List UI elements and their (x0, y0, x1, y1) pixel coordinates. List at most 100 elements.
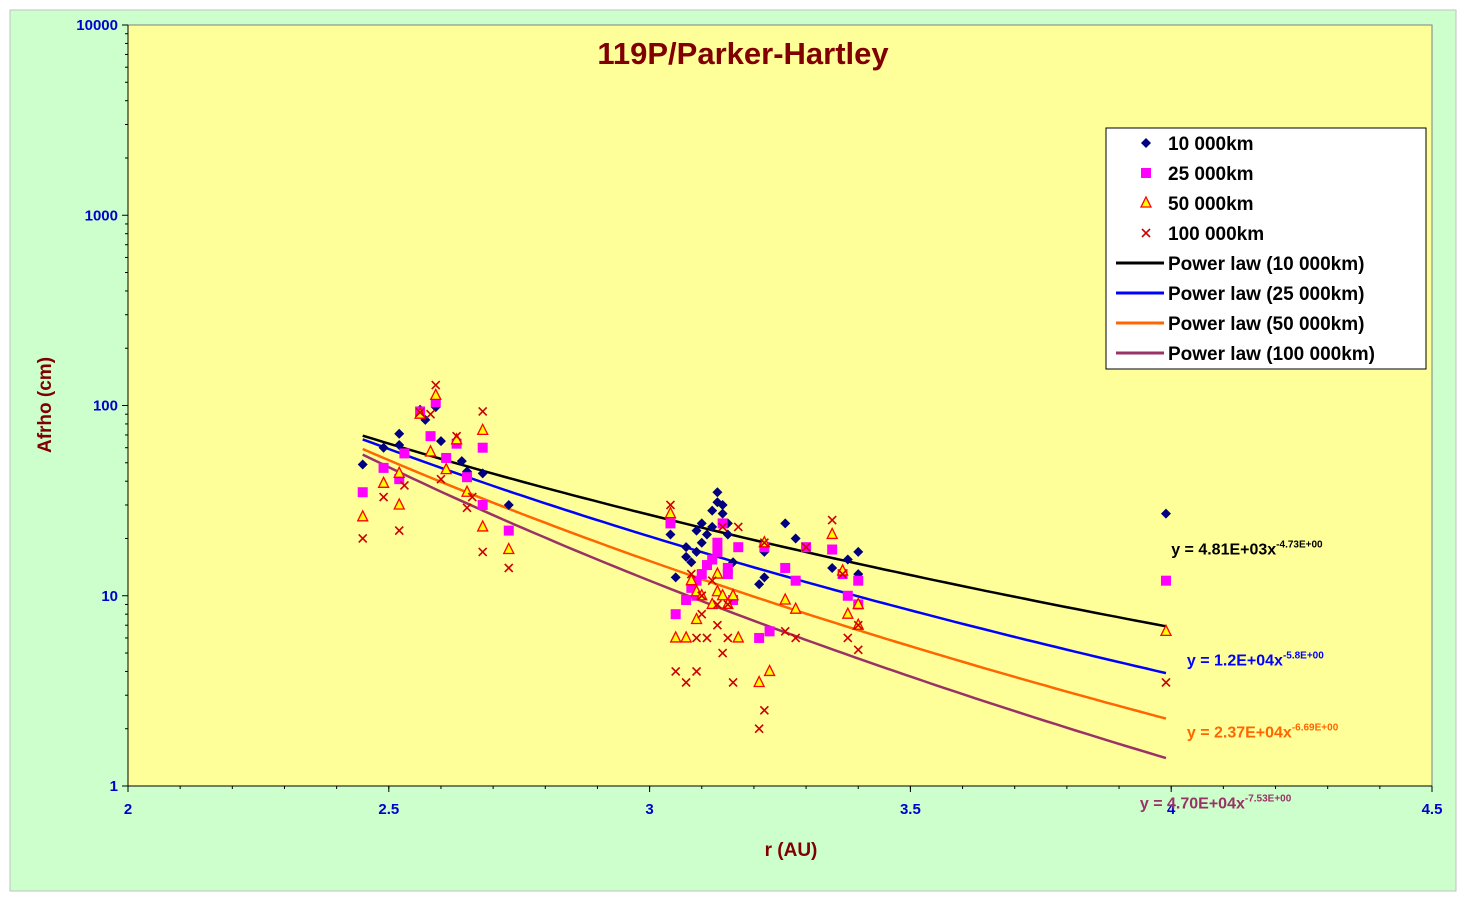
data-point-series-1 (754, 579, 765, 590)
x-mark-stroke (425, 409, 436, 419)
data-point-series-1 (681, 542, 692, 553)
data-point-series-1 (665, 529, 676, 540)
data-point-series-4 (712, 620, 722, 630)
data-point-series-4 (686, 569, 696, 579)
data-point-series-3 (826, 526, 839, 540)
trend-line-4 (362, 453, 1167, 760)
data-point-series-2 (712, 546, 723, 557)
data-point-series-4 (431, 380, 441, 390)
trend-line-3 (362, 447, 1167, 720)
data-point-series-1 (503, 499, 514, 510)
data-point-series-3 (476, 422, 489, 436)
trend-line-2 (362, 438, 1167, 675)
data-point-series-3 (669, 630, 682, 643)
data-point-series-1 (707, 505, 718, 516)
data-point-series-4 (1161, 677, 1171, 688)
x-mark-stroke (691, 633, 702, 643)
data-point-series-2 (842, 590, 853, 601)
data-point-series-2 (733, 542, 744, 553)
x-tick-label: 4 (1167, 801, 1176, 818)
data-point-series-1 (722, 529, 733, 540)
data-point-series-4 (780, 626, 790, 636)
y-tick-label: 1 (110, 778, 118, 795)
x-mark-stroke (853, 620, 863, 630)
data-point-series-4 (838, 569, 848, 579)
data-point-series-1 (681, 551, 692, 562)
data-point-series-4 (452, 431, 462, 441)
x-mark-stroke (478, 406, 488, 417)
legend-marker-3 (1139, 195, 1153, 208)
x-tick-label: 2.5 (378, 801, 399, 818)
data-point-series-3 (852, 597, 865, 610)
x-mark-stroke (712, 620, 722, 630)
data-point-series-3 (706, 597, 719, 610)
trend-lines (362, 434, 1167, 760)
data-point-series-3 (716, 588, 729, 601)
data-point-series-2 (790, 575, 801, 586)
data-point-series-1 (477, 468, 488, 479)
data-point-series-1 (357, 459, 368, 470)
data-point-series-1 (707, 521, 718, 532)
data-point-series-4 (462, 503, 472, 513)
data-point-series-3 (732, 630, 745, 643)
data-point-series-1 (378, 442, 389, 453)
data-point-series-3 (685, 573, 698, 586)
data-point-series-2 (722, 562, 733, 573)
data-point-series-2 (717, 518, 728, 529)
axes: 1 10 100 1000 10000 2 2.5 3 3.5 4 4.5 (76, 17, 1442, 818)
data-point-series-2 (827, 544, 838, 555)
data-point-series-3 (711, 566, 724, 579)
data-point-series-2 (707, 554, 718, 565)
data-point-series-3 (763, 664, 776, 677)
data-point-series-4 (665, 500, 676, 510)
data-point-series-1 (701, 529, 712, 540)
x-mark-stroke (827, 515, 837, 525)
data-point-series-4 (467, 492, 477, 502)
data-point-series-1 (696, 537, 707, 548)
data-point-series-3 (424, 444, 437, 457)
data-point-series-1 (759, 572, 770, 583)
data-point-series-2 (686, 582, 697, 593)
data-point-series-4 (697, 591, 707, 601)
data-point-series-1 (717, 508, 728, 519)
data-point-series-4 (415, 407, 425, 417)
data-point-series-4 (853, 620, 863, 630)
legend-label: Power law (50 000km) (1168, 314, 1364, 335)
x-mark-stroke (1141, 228, 1151, 238)
data-point-series-3 (440, 462, 453, 475)
data-point-series-4 (707, 576, 717, 586)
data-point-series-1 (712, 487, 723, 498)
data-point-series-3 (502, 542, 515, 555)
x-mark-stroke (665, 500, 676, 510)
data-point-series-4 (733, 522, 743, 532)
x-mark-stroke (686, 569, 696, 579)
data-point-series-1 (691, 546, 702, 557)
data-point-series-4 (358, 533, 368, 544)
data-point-series-4 (718, 648, 728, 658)
data-point-series-3 (753, 675, 766, 688)
data-point-series-4 (697, 609, 707, 619)
trend-equation-exponent: -7.53E+00 (1245, 794, 1292, 805)
data-point-series-3 (356, 509, 369, 522)
x-mark-stroke (394, 526, 404, 536)
x-mark-stroke (681, 677, 691, 688)
data-point-series-4 (718, 522, 728, 532)
trend-equation-exponent: -5.8E+00 (1283, 650, 1324, 661)
data-point-series-2 (701, 560, 712, 571)
data-point-series-3 (690, 612, 703, 625)
trend-equation-exponent: -4.73E+00 (1276, 539, 1323, 550)
data-point-series-1 (456, 456, 467, 467)
data-point-series-2 (1160, 575, 1171, 586)
x-mark-stroke (379, 492, 389, 502)
x-mark-stroke (671, 666, 681, 677)
data-point-series-3 (711, 584, 724, 597)
data-point-series-4 (853, 645, 863, 655)
x-mark-stroke (723, 633, 733, 643)
data-point-series-1 (670, 572, 681, 583)
data-point-series-3 (393, 465, 406, 478)
x-tick-label: 4.5 (1422, 801, 1443, 818)
x-mark-stroke (415, 407, 425, 417)
data-point-series-4 (399, 480, 410, 491)
data-point-series-2 (764, 626, 775, 637)
data-point-series-3 (664, 506, 677, 519)
